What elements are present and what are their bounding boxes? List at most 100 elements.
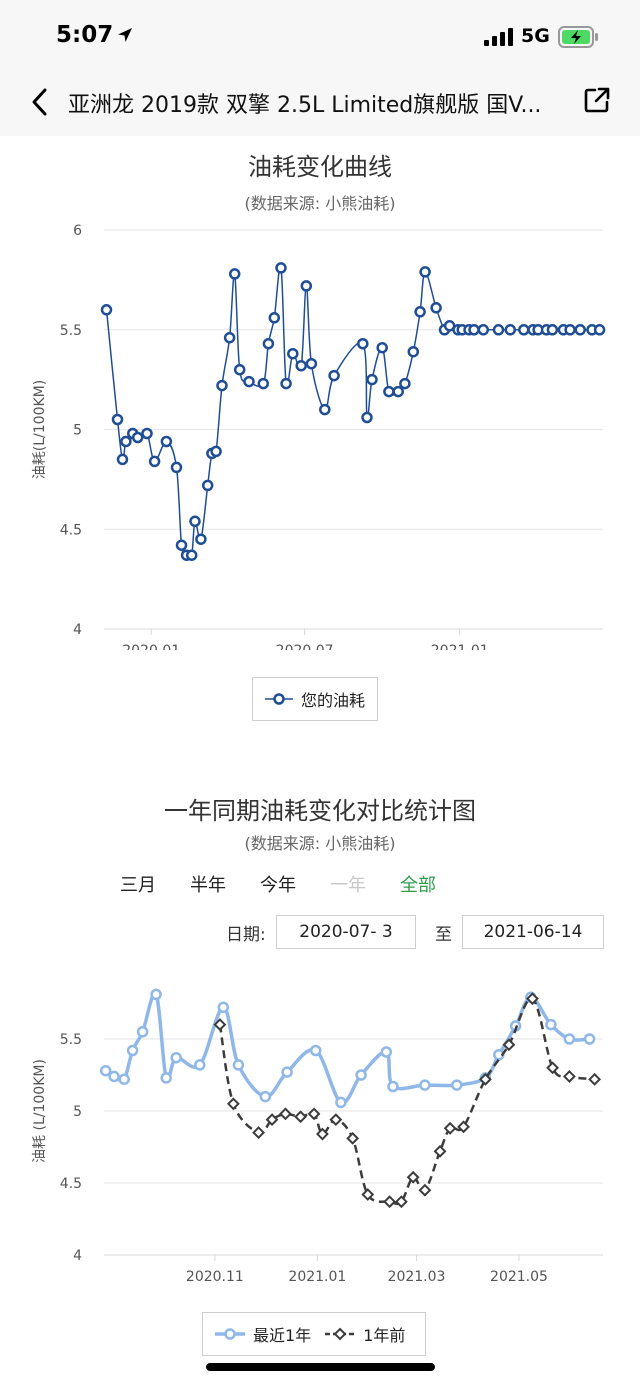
- data-point[interactable]: [170, 461, 183, 474]
- data-point[interactable]: [335, 1096, 347, 1109]
- data-point[interactable]: [141, 427, 153, 440]
- data-point[interactable]: [194, 1059, 206, 1071]
- data-point[interactable]: [414, 306, 426, 318]
- data-point[interactable]: [443, 1121, 457, 1135]
- data-point[interactable]: [233, 363, 246, 376]
- data-point[interactable]: [252, 1126, 265, 1140]
- data-point[interactable]: [120, 435, 132, 448]
- data-point[interactable]: [216, 379, 228, 392]
- data-point[interactable]: [300, 280, 313, 292]
- data-point[interactable]: [394, 1195, 408, 1209]
- data-point[interactable]: [418, 1183, 432, 1197]
- data-point[interactable]: [492, 324, 505, 336]
- data-point[interactable]: [150, 988, 162, 1001]
- data-point[interactable]: [185, 549, 198, 561]
- tab-one-year[interactable]: 一年: [330, 875, 366, 896]
- data-point[interactable]: [131, 431, 144, 444]
- data-point[interactable]: [419, 266, 431, 278]
- data-point[interactable]: [407, 345, 420, 358]
- data-point[interactable]: [588, 1072, 602, 1086]
- tab-three-months[interactable]: 三月: [120, 875, 156, 896]
- data-point[interactable]: [232, 1059, 245, 1071]
- data-point[interactable]: [257, 377, 270, 390]
- tab-half-year[interactable]: 半年: [190, 875, 226, 896]
- data-point[interactable]: [287, 347, 299, 360]
- tab-all[interactable]: 全部: [400, 875, 436, 896]
- data-point[interactable]: [309, 1044, 322, 1057]
- data-point[interactable]: [265, 1113, 279, 1127]
- data-point[interactable]: [387, 1080, 399, 1093]
- data-point[interactable]: [545, 1018, 557, 1031]
- data-point[interactable]: [259, 1090, 272, 1103]
- data-point[interactable]: [243, 375, 255, 388]
- data-point[interactable]: [357, 337, 369, 350]
- data-point[interactable]: [376, 341, 388, 354]
- data-point[interactable]: [546, 1061, 560, 1075]
- data-point[interactable]: [295, 359, 307, 372]
- data-point[interactable]: [170, 1051, 182, 1064]
- data-point[interactable]: [100, 304, 113, 316]
- data-point[interactable]: [457, 1120, 470, 1134]
- legend-item-recent-year[interactable]: 最近1年: [215, 1322, 311, 1346]
- data-point[interactable]: [319, 403, 331, 416]
- data-point[interactable]: [213, 1018, 227, 1032]
- data-point[interactable]: [329, 1113, 343, 1127]
- data-point[interactable]: [383, 385, 395, 398]
- legend-item-previous-year[interactable]: 1年前: [325, 1322, 405, 1346]
- data-point[interactable]: [346, 1131, 360, 1145]
- start-date-input[interactable]: 2020-07- 3: [276, 915, 416, 949]
- data-point[interactable]: [583, 1033, 596, 1045]
- data-point[interactable]: [478, 1072, 492, 1086]
- data-point[interactable]: [430, 302, 442, 314]
- data-point[interactable]: [189, 515, 201, 528]
- data-point[interactable]: [392, 385, 404, 398]
- data-point[interactable]: [126, 1044, 139, 1057]
- data-point[interactable]: [279, 1107, 292, 1121]
- data-point[interactable]: [280, 377, 292, 390]
- data-point[interactable]: [564, 324, 576, 336]
- data-point[interactable]: [116, 453, 129, 466]
- data-point[interactable]: [406, 1170, 420, 1184]
- data-point[interactable]: [328, 369, 340, 382]
- data-point[interactable]: [361, 1188, 375, 1201]
- data-point[interactable]: [526, 992, 539, 1006]
- data-point[interactable]: [316, 1127, 329, 1141]
- data-point[interactable]: [294, 1110, 307, 1124]
- data-point[interactable]: [399, 377, 411, 390]
- data-point[interactable]: [574, 324, 586, 336]
- legend-item-your-consumption[interactable]: 您的油耗: [265, 687, 365, 711]
- data-point[interactable]: [518, 324, 530, 336]
- data-point[interactable]: [546, 324, 559, 336]
- data-point[interactable]: [383, 1195, 397, 1209]
- data-point[interactable]: [118, 1073, 130, 1086]
- chart2-legend[interactable]: 最近1年 1年前: [202, 1312, 426, 1356]
- data-point[interactable]: [262, 337, 275, 350]
- data-point[interactable]: [108, 1070, 120, 1083]
- data-point[interactable]: [593, 324, 606, 336]
- data-point[interactable]: [160, 435, 173, 448]
- data-point[interactable]: [366, 373, 378, 386]
- share-external-icon[interactable]: [583, 86, 611, 114]
- data-point[interactable]: [223, 331, 236, 344]
- data-point[interactable]: [355, 1069, 367, 1081]
- data-point[interactable]: [175, 539, 188, 551]
- chart1-legend[interactable]: 您的油耗: [252, 677, 378, 721]
- data-point[interactable]: [228, 268, 241, 280]
- data-point[interactable]: [148, 455, 161, 468]
- data-point[interactable]: [136, 1026, 149, 1038]
- data-point[interactable]: [563, 1033, 576, 1045]
- data-point[interactable]: [504, 324, 517, 336]
- data-point[interactable]: [160, 1072, 172, 1084]
- data-point[interactable]: [99, 1064, 112, 1077]
- data-point[interactable]: [468, 324, 480, 336]
- data-point[interactable]: [275, 262, 287, 274]
- data-point[interactable]: [281, 1066, 293, 1078]
- data-point[interactable]: [226, 1097, 240, 1111]
- chevron-left-icon[interactable]: [28, 86, 52, 118]
- data-point[interactable]: [268, 312, 281, 324]
- data-point[interactable]: [380, 1046, 393, 1058]
- data-point[interactable]: [361, 411, 373, 424]
- data-point[interactable]: [305, 357, 318, 370]
- data-point[interactable]: [217, 1001, 230, 1014]
- end-date-input[interactable]: 2021-06-14: [462, 915, 604, 949]
